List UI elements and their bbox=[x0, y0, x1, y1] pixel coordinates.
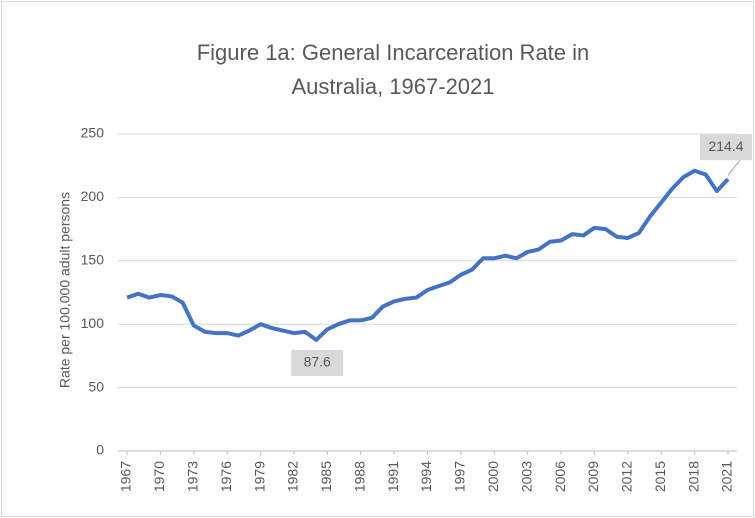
data-label-box bbox=[291, 349, 344, 376]
chart-title: Figure 1a: General Incarceration Rate in bbox=[197, 40, 590, 65]
y-tick-label: 200 bbox=[81, 188, 105, 204]
y-tick-label: 250 bbox=[81, 125, 105, 141]
x-tick-label: 2003 bbox=[518, 461, 534, 492]
y-tick-label: 100 bbox=[81, 315, 105, 331]
x-tick-label: 2012 bbox=[619, 461, 635, 492]
x-tick-label: 2021 bbox=[719, 461, 735, 492]
data-label-box bbox=[700, 134, 752, 161]
x-tick-label: 1976 bbox=[218, 461, 234, 492]
chart-title: Australia, 1967-2021 bbox=[291, 74, 494, 99]
data-label: 87.6 bbox=[304, 354, 331, 370]
y-tick-label: 50 bbox=[88, 378, 104, 394]
x-tick-label: 1997 bbox=[452, 461, 468, 492]
y-axis-label: Rate per 100,000 adult persons bbox=[57, 192, 73, 388]
data-line bbox=[126, 168, 730, 342]
y-tick-label: 0 bbox=[96, 442, 104, 458]
leader-line bbox=[727, 159, 741, 176]
x-tick-label: 1970 bbox=[151, 461, 167, 492]
x-tick-label: 2009 bbox=[585, 461, 601, 492]
y-tick-label: 150 bbox=[81, 252, 105, 268]
x-tick-label: 1994 bbox=[418, 461, 434, 492]
x-tick-label: 1982 bbox=[285, 461, 301, 492]
x-tick-label: 1988 bbox=[351, 461, 367, 492]
x-tick-label: 2000 bbox=[485, 461, 501, 492]
x-tick-label: 2006 bbox=[552, 461, 568, 492]
x-tick-label: 1991 bbox=[385, 461, 401, 492]
x-tick-label: 1979 bbox=[251, 461, 267, 492]
x-tick-label: 2015 bbox=[652, 461, 668, 492]
data-label: 214.4 bbox=[708, 138, 743, 154]
x-tick-label: 1973 bbox=[184, 461, 200, 492]
x-tick-label: 1985 bbox=[318, 461, 334, 492]
x-tick-label: 1967 bbox=[118, 461, 134, 492]
x-tick-label: 2018 bbox=[685, 461, 701, 492]
